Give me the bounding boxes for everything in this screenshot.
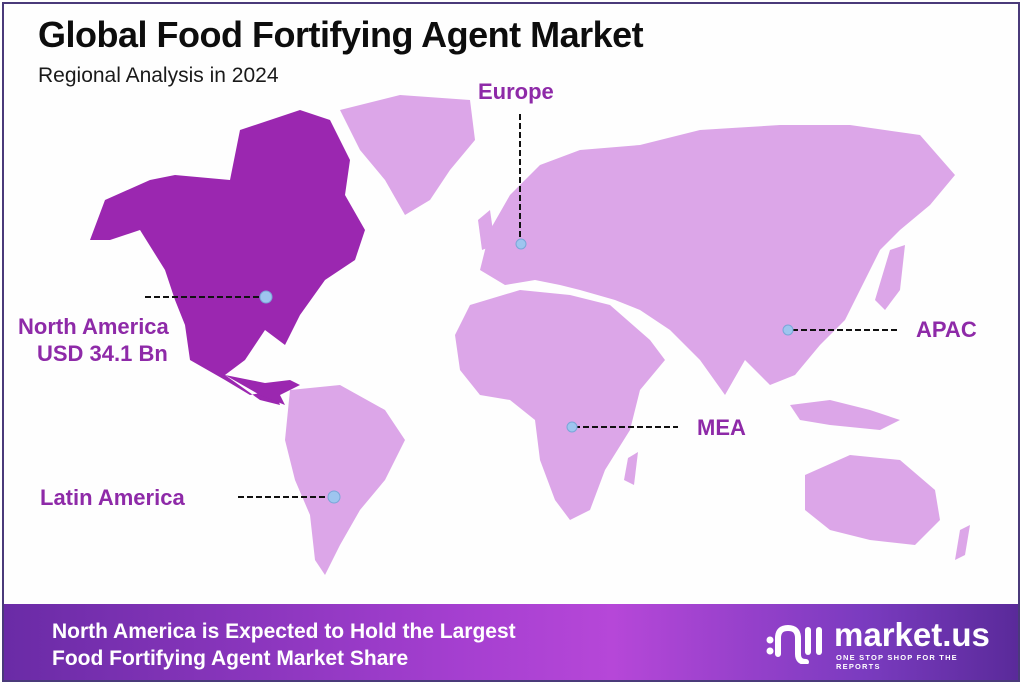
latin-america-label: Latin America: [40, 485, 185, 510]
page-title: Global Food Fortifying Agent Market: [38, 14, 644, 55]
page-subtitle: Regional Analysis in 2024: [38, 64, 279, 87]
europe-label: Europe: [478, 79, 554, 104]
latin-america-marker: [327, 490, 341, 504]
europe-marker: [515, 238, 527, 250]
eurasia-shape: [480, 125, 955, 395]
japan-shape: [875, 245, 905, 310]
indonesia-shape: [790, 400, 900, 430]
north-america-shape: [90, 110, 365, 405]
central-america-shape: [225, 375, 300, 405]
north-america-marker: [259, 290, 273, 304]
logo-tagline: ONE STOP SHOP FOR THE REPORTS: [836, 653, 958, 671]
new-zealand-shape: [955, 525, 970, 560]
south-america-shape: [285, 385, 405, 575]
footer-message: North America is Expected to Hold the La…: [52, 618, 516, 672]
uk-shape: [478, 210, 495, 250]
north-america-label: North America: [18, 314, 169, 339]
logo-mark-icon: [766, 624, 822, 664]
apac-marker: [782, 324, 794, 336]
apac-label: APAC: [916, 317, 977, 342]
north-america-value: USD 34.1 Bn: [37, 341, 168, 366]
footer-line-2: Food Fortifying Agent Market Share: [52, 647, 409, 670]
logo-wordmark: market.us: [834, 616, 990, 653]
africa-shape: [455, 290, 665, 520]
market-us-logo: market.us ONE STOP SHOP FOR THE REPORTS: [764, 616, 1004, 671]
footer-line-1: North America is Expected to Hold the La…: [52, 620, 516, 643]
footer-banner: North America is Expected to Hold the La…: [4, 604, 1018, 680]
madagascar-shape: [624, 452, 638, 485]
world-map: [90, 95, 970, 575]
mea-marker: [566, 421, 578, 433]
mea-label: MEA: [697, 415, 746, 440]
australia-shape: [805, 455, 940, 545]
greenland-shape: [340, 95, 475, 215]
